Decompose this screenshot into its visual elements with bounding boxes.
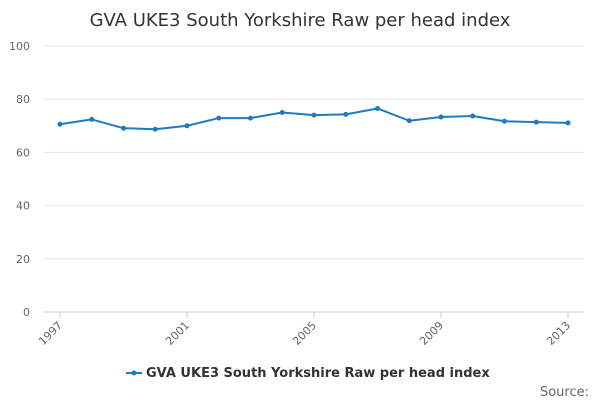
data-point[interactable] [343,111,349,117]
x-tick-label: 2013 [544,319,573,348]
data-point[interactable] [470,113,476,119]
data-point[interactable] [121,125,126,131]
y-tick-label: 100 [9,40,30,53]
legend[interactable]: GVA UKE3 South Yorkshire Raw per head in… [126,366,490,381]
x-tick-label: 2005 [290,319,319,348]
y-tick-label: 20 [16,253,30,266]
x-tick-label: 2009 [417,319,446,348]
data-point[interactable] [184,123,190,129]
y-tick-label: 0 [23,306,30,319]
data-point[interactable] [152,126,158,132]
legend-point-marker [131,370,137,376]
data-point[interactable] [502,118,507,124]
chart-title: GVA UKE3 South Yorkshire Raw per head in… [90,10,511,31]
data-point[interactable] [279,110,285,115]
x-tick-label: 1997 [36,319,65,348]
data-point[interactable] [438,114,444,120]
data-point[interactable] [216,115,222,121]
series-line [59,107,569,131]
data-point[interactable] [311,112,317,118]
data-point[interactable] [248,115,253,121]
data-point[interactable] [533,119,539,125]
x-axis: 1997 2001 2005 2009 2013 [36,312,573,348]
x-tick-label: 2001 [163,319,192,348]
legend-label: GVA UKE3 South Yorkshire Raw per head in… [146,366,490,381]
source-credit: Source: [540,385,589,400]
y-tick-label: 60 [16,146,30,159]
data-point[interactable] [89,116,95,122]
data-point[interactable] [565,120,571,126]
data-point[interactable] [375,106,380,112]
series-layer [57,106,571,132]
y-tick-label: 80 [16,93,30,106]
data-point[interactable] [406,118,412,124]
y-tick-label: 40 [16,200,30,213]
gridlines [44,45,584,313]
y-axis-labels: 0 20 40 60 80 100 [9,40,30,319]
data-point[interactable] [57,121,63,127]
